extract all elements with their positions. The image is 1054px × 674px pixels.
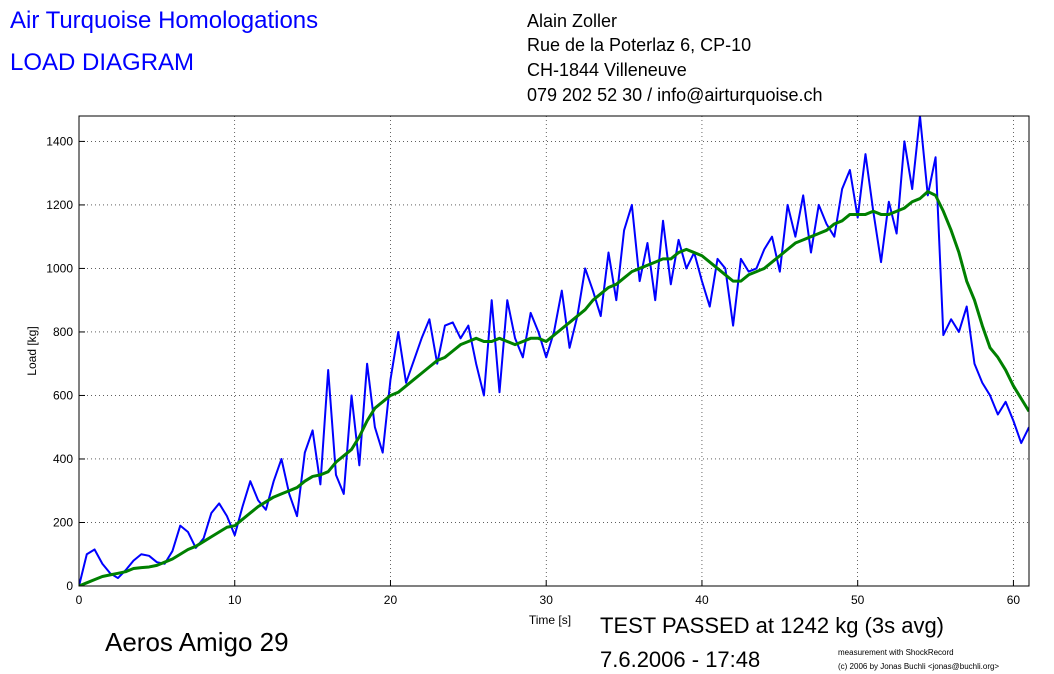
x-tick-label: 30 [540,593,554,607]
credit: (c) 2006 by Jonas Buchli <jonas@buchli.o… [838,662,999,671]
x-tick-label: 50 [851,593,865,607]
credit: measurement with ShockRecord [838,648,954,657]
header-line: CH-1844 Villeneuve [527,60,687,80]
y-tick-label: 1400 [46,134,73,148]
data-line [79,116,1029,586]
plot-frame [78,115,1030,587]
header-line: Rue de la Poterlaz 6, CP-10 [527,35,751,55]
date: 7.6.2006 - 17:48 [600,647,760,672]
result: TEST PASSED at 1242 kg (3s avg) [600,613,944,638]
y-tick-label: 0 [66,579,73,593]
x-axis-label: Time [s] [529,613,571,627]
y-tick-label: 200 [53,515,73,529]
data-line [79,190,1029,586]
glider-name: Aeros Amigo 29 [105,627,289,657]
y-tick-label: 600 [53,388,73,402]
x-tick-label: 60 [1007,593,1021,607]
x-tick-label: 20 [384,593,398,607]
y-tick-label: 400 [53,452,73,466]
y-axis-label: Load [kg] [25,326,39,375]
header-line: 079 202 52 30 / info@airturquoise.ch [527,85,822,105]
y-tick-label: 800 [53,325,73,339]
y-tick-label: 1000 [46,261,73,275]
y-tick-label: 1200 [46,198,73,212]
chart-title: Air Turquoise Homologations [10,7,318,34]
x-tick-label: 40 [695,593,709,607]
x-tick-label: 0 [76,593,83,607]
header-line: Alain Zoller [527,11,617,31]
chart-subtitle: LOAD DIAGRAM [10,49,194,76]
x-tick-label: 10 [228,593,242,607]
